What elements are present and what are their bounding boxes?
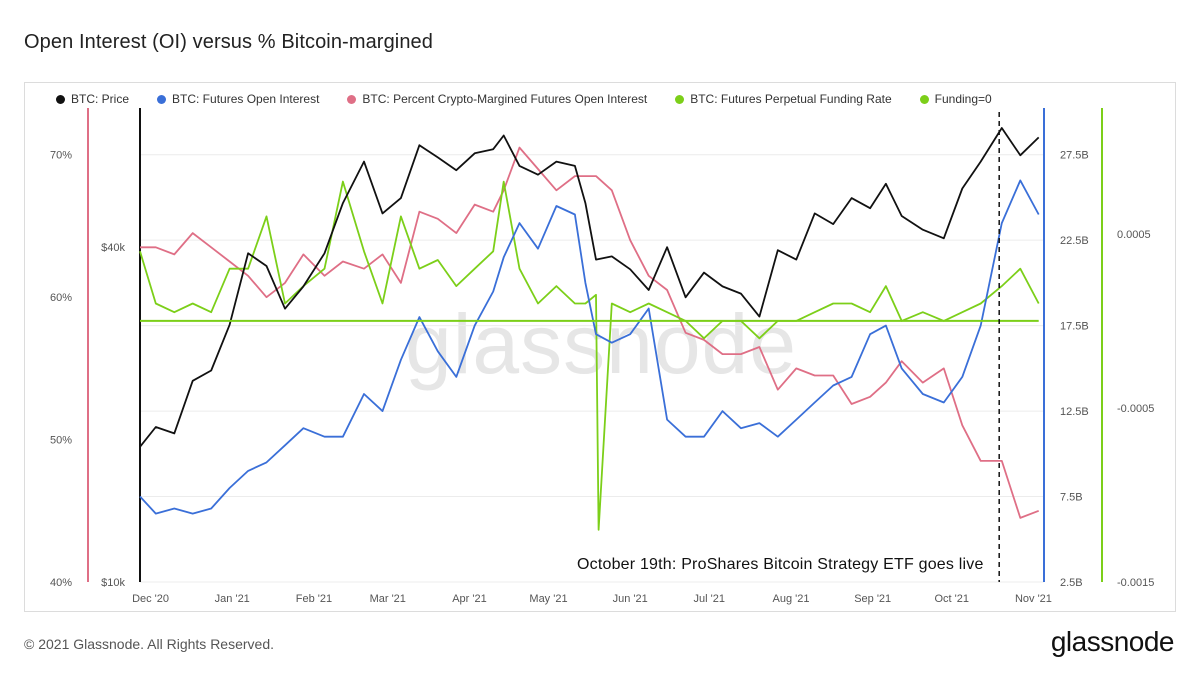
legend: BTC: Price BTC: Futures Open Interest BT… [56,91,992,107]
oi-tick-label: 12.5B [1060,406,1089,418]
x-tick-label: Feb '21 [296,593,332,605]
price-line [139,127,1040,448]
percent-crypto-margined-line [140,146,1040,519]
legend-label-funding-rate: BTC: Futures Perpetual Funding Rate [690,92,892,106]
x-tick-label: Jun '21 [613,593,648,605]
oi-tick-label: 2.5B [1060,577,1083,589]
legend-item-price[interactable]: BTC: Price [56,91,129,107]
x-tick-label: Sep '21 [854,593,891,605]
copyright-text: © 2021 Glassnode. All Rights Reserved. [24,636,275,652]
legend-dot-funding-zero [919,94,929,104]
price-tick-label: $40k [101,242,125,254]
pct-tick-label: 60% [50,292,72,304]
oi-tick-label: 22.5B [1060,235,1089,247]
legend-dot-price [56,94,65,104]
oi-tick-label: 7.5B [1060,492,1083,504]
x-tick-label: May '21 [529,593,567,605]
legend-label-open-interest: BTC: Futures Open Interest [172,92,320,106]
legend-label-price: BTC: Price [71,92,130,106]
x-tick-label: Mar '21 [370,593,406,605]
legend-item-funding-rate[interactable]: BTC: Futures Perpetual Funding Rate [675,91,892,107]
open-interest-line [139,179,1040,515]
watermark: glassnode [405,297,797,391]
chart-frame [24,82,1176,612]
price-tick-label: $10k [101,577,125,589]
oi-tick-label: 17.5B [1060,321,1089,333]
x-tick-label: Oct '21 [934,593,969,605]
legend-dot-percent-crypto-margined [347,94,357,104]
funding-tick-label: -0.0015 [1117,577,1154,589]
legend-item-funding-zero[interactable]: Funding=0 [919,91,992,107]
legend-label-percent-crypto-margined: BTC: Percent Crypto-Margined Futures Ope… [362,92,648,106]
funding-tick-label: -0.0005 [1117,403,1154,415]
x-tick-label: Apr '21 [452,593,487,605]
x-tick-label: Nov '21 [1015,593,1052,605]
etf-annotation: October 19th: ProShares Bitcoin Strategy… [577,556,984,573]
legend-label-funding-zero: Funding=0 [934,92,992,106]
legend-dot-open-interest [157,94,167,104]
brand-logo: glassnode [1050,626,1175,657]
funding-rate-line [139,180,1040,531]
x-tick-label: Jan '21 [215,593,250,605]
chart-title: Open Interest (OI) versus % Bitcoin-marg… [24,31,433,53]
legend-item-percent-crypto-margined[interactable]: BTC: Percent Crypto-Margined Futures Ope… [347,91,647,107]
funding-tick-label: 0.0005 [1117,229,1151,241]
pct-tick-label: 50% [50,435,72,447]
x-tick-label: Jul '21 [694,593,725,605]
legend-dot-funding-rate [675,94,685,104]
x-tick-label: Dec '20 [132,593,169,605]
legend-item-open-interest[interactable]: BTC: Futures Open Interest [157,91,319,107]
pct-tick-label: 70% [50,150,72,162]
x-tick-label: Aug '21 [773,593,810,605]
oi-tick-label: 27.5B [1060,150,1089,162]
pct-tick-label: 40% [50,577,72,589]
